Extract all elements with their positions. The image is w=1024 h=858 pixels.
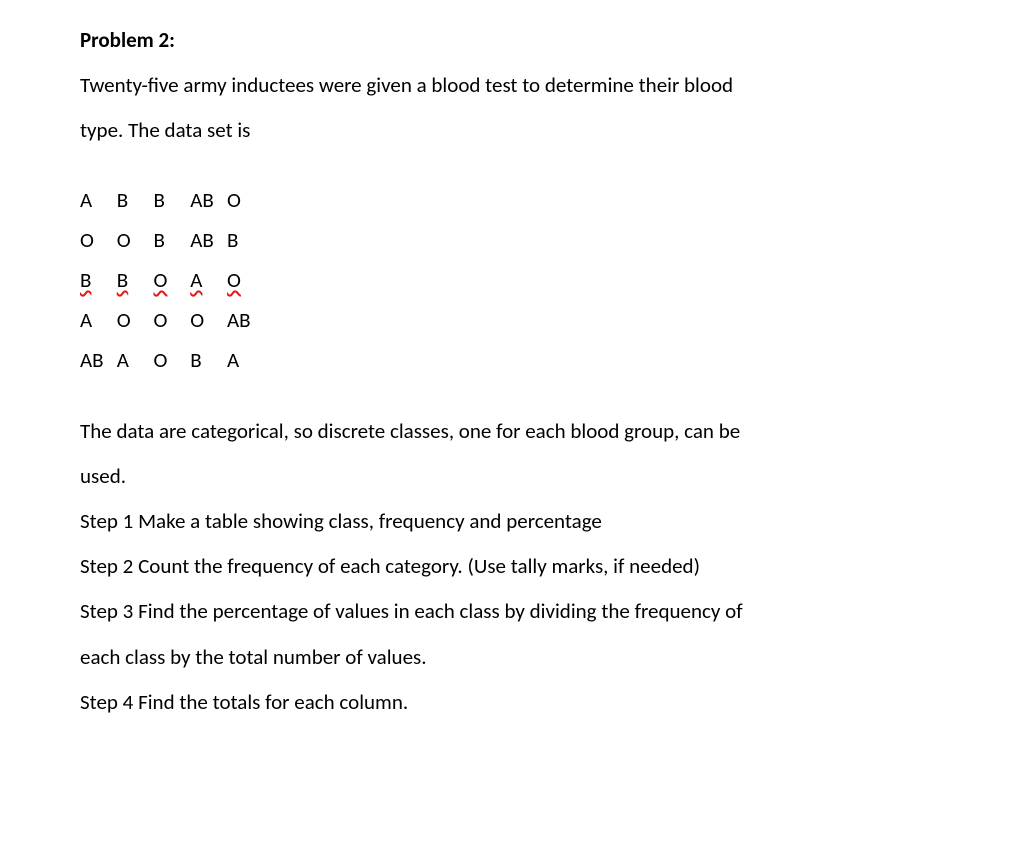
data-cell: B xyxy=(154,181,186,221)
data-cell: O xyxy=(154,261,186,301)
data-cell: O xyxy=(154,341,186,381)
data-cell: AB xyxy=(227,301,259,341)
data-cell: A xyxy=(117,341,149,381)
data-cell: A xyxy=(80,181,112,221)
data-cell: O xyxy=(190,301,222,341)
data-cell: O xyxy=(117,301,149,341)
data-row: AB A O B A xyxy=(80,341,944,381)
data-cell: O xyxy=(227,181,259,221)
data-cell: B xyxy=(80,261,112,301)
explain-line-1: The data are categorical, so discrete cl… xyxy=(80,409,944,454)
data-cell: B xyxy=(227,221,259,261)
data-cell: AB xyxy=(80,341,112,381)
data-cell: A xyxy=(80,301,112,341)
data-cell: O xyxy=(154,301,186,341)
intro-line-2: type. The data set is xyxy=(80,108,944,153)
data-cell: B xyxy=(117,261,149,301)
data-row: A O O O AB xyxy=(80,301,944,341)
data-block: A B B AB O O O B AB B B B O A O A O O O … xyxy=(80,181,944,380)
step-line: Step 1 Make a table showing class, frequ… xyxy=(80,499,944,544)
step-line: Step 4 Find the totals for each column. xyxy=(80,680,944,725)
data-row-squiggle: B B O A O xyxy=(80,261,944,301)
data-row: O O B AB B xyxy=(80,221,944,261)
document-page: Problem 2: Twenty-five army inductees we… xyxy=(0,0,1024,725)
data-cell: B xyxy=(190,341,222,381)
data-row: A B B AB O xyxy=(80,181,944,221)
data-cell: AB xyxy=(190,221,222,261)
data-cell: B xyxy=(117,181,149,221)
data-cell: A xyxy=(190,261,222,301)
step-line: Step 3 Find the percentage of values in … xyxy=(80,589,944,634)
step-line: Step 2 Count the frequency of each categ… xyxy=(80,544,944,589)
data-cell: O xyxy=(117,221,149,261)
intro-line-1: Twenty-five army inductees were given a … xyxy=(80,63,944,108)
data-cell: O xyxy=(80,221,112,261)
data-cell: O xyxy=(227,261,259,301)
problem-title: Problem 2: xyxy=(80,18,944,63)
data-cell: A xyxy=(227,341,259,381)
data-cell: B xyxy=(154,221,186,261)
explain-line-2: used. xyxy=(80,454,944,499)
step-line: each class by the total number of values… xyxy=(80,635,944,680)
data-cell: AB xyxy=(190,181,222,221)
